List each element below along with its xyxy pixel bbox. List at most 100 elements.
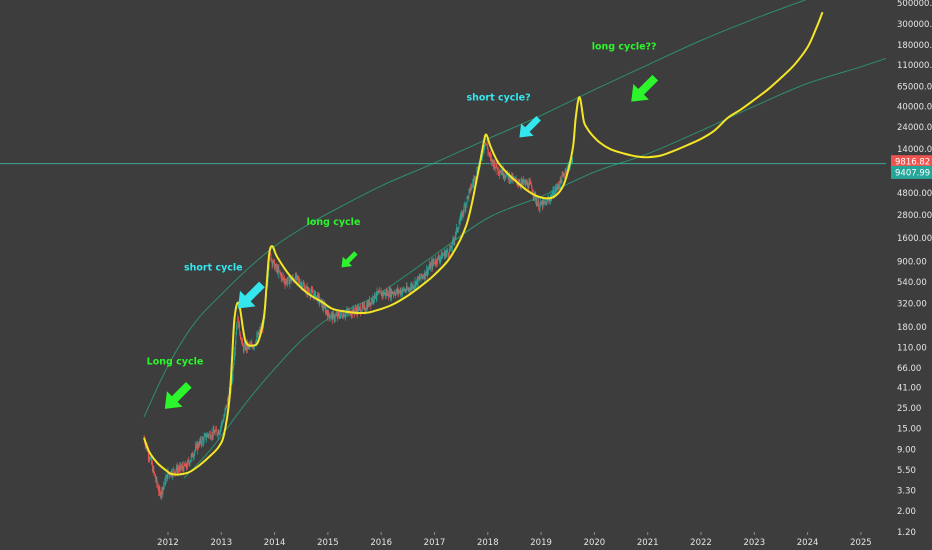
candle-body <box>285 280 287 283</box>
channel-lower-line <box>183 57 886 479</box>
candle-body <box>523 182 525 183</box>
candle-body <box>374 292 375 301</box>
candle-body <box>286 280 288 284</box>
candle-body <box>366 305 367 310</box>
arrow-icon <box>164 382 192 409</box>
candle-body <box>531 183 532 188</box>
candle-body <box>426 269 427 274</box>
candle-body <box>415 281 417 287</box>
candle-body <box>154 473 156 478</box>
candle-body <box>250 343 252 345</box>
candle-body <box>454 237 456 242</box>
candle-body <box>401 290 402 294</box>
candle-body <box>489 154 491 157</box>
x-tick-label: 2012 <box>157 538 179 548</box>
candle-body <box>365 309 367 311</box>
candle-body <box>200 438 202 443</box>
x-tick-label: 2016 <box>370 538 392 548</box>
candle-body <box>470 187 472 191</box>
candle-body <box>233 357 235 365</box>
candle-body <box>205 434 207 439</box>
candle-body <box>154 471 155 474</box>
candle-body <box>428 268 429 270</box>
candle-body <box>495 162 497 168</box>
candle-body <box>561 180 562 183</box>
candle-body <box>458 224 460 229</box>
candle-body <box>508 174 510 179</box>
candle-body <box>272 260 274 263</box>
candle-body <box>321 299 323 307</box>
y-tick-label: 24000.00 <box>897 123 932 133</box>
candle-body <box>529 181 531 183</box>
candle-body <box>497 167 499 170</box>
candle-body <box>432 260 434 263</box>
arrow-icon <box>631 74 659 102</box>
candle-body <box>238 323 240 328</box>
candle-body <box>399 290 400 292</box>
candle-body <box>394 294 396 295</box>
candle-body <box>542 200 544 207</box>
candle-body <box>420 278 421 279</box>
candle-body <box>203 438 204 442</box>
candle-body <box>197 443 199 447</box>
candle-body <box>162 487 164 493</box>
candle-body <box>550 194 552 198</box>
candle-body <box>287 277 289 281</box>
candle-body <box>472 183 473 184</box>
candle-body <box>410 287 411 291</box>
candle-body <box>206 437 207 439</box>
candle-body <box>358 307 360 308</box>
candle-body <box>437 257 438 263</box>
candle-body <box>298 279 300 283</box>
candle-body <box>330 316 331 318</box>
candle-body <box>423 276 424 278</box>
candle-body <box>546 199 548 201</box>
candle-body <box>314 292 315 298</box>
candle-body <box>355 308 357 311</box>
candle-body <box>442 255 443 259</box>
y-axis[interactable]: 500000.00 300000.00 180000.00 110000.00 6500… <box>897 0 932 538</box>
candle-body <box>177 469 179 470</box>
candle-body <box>182 467 184 471</box>
candle-body <box>451 247 453 249</box>
candle-body <box>225 407 226 411</box>
candle-body <box>361 305 363 311</box>
candle-body <box>288 277 290 284</box>
candle-body <box>544 201 546 203</box>
candle-body <box>152 464 153 472</box>
candle-body <box>571 158 573 164</box>
candle-body <box>312 293 314 295</box>
candle-body <box>504 175 505 177</box>
candle-body <box>485 142 487 145</box>
candle-body <box>204 434 206 436</box>
candle-body <box>421 276 423 277</box>
candle-body <box>306 286 308 294</box>
candle-body <box>283 278 285 280</box>
candlestick-bars <box>143 140 573 501</box>
candle-body <box>415 281 416 287</box>
candle-body <box>244 343 246 350</box>
candle-body <box>468 191 470 198</box>
candle-body <box>388 295 389 297</box>
candle-body <box>170 474 171 476</box>
candle-body <box>452 239 454 241</box>
candle-body <box>337 312 339 317</box>
candle-body <box>325 310 327 313</box>
candle-body <box>402 288 404 292</box>
y-tick-label: 14000.00 <box>897 145 932 155</box>
candle-body <box>447 250 448 252</box>
candle-body <box>296 275 298 277</box>
candle-body <box>323 304 325 309</box>
candle-body <box>326 312 328 317</box>
candle-body <box>231 378 233 382</box>
candle-body <box>505 174 507 178</box>
candle-body <box>406 286 407 291</box>
candle-body <box>303 284 304 286</box>
candle-body <box>450 246 451 250</box>
candle-body <box>531 187 533 193</box>
candle-body <box>463 212 464 214</box>
candle-body <box>257 335 258 337</box>
candle-body <box>193 452 195 457</box>
x-axis[interactable]: 2012 2013 2014 2015 2016 2017 2018 2019 2020 2021… <box>157 532 872 548</box>
